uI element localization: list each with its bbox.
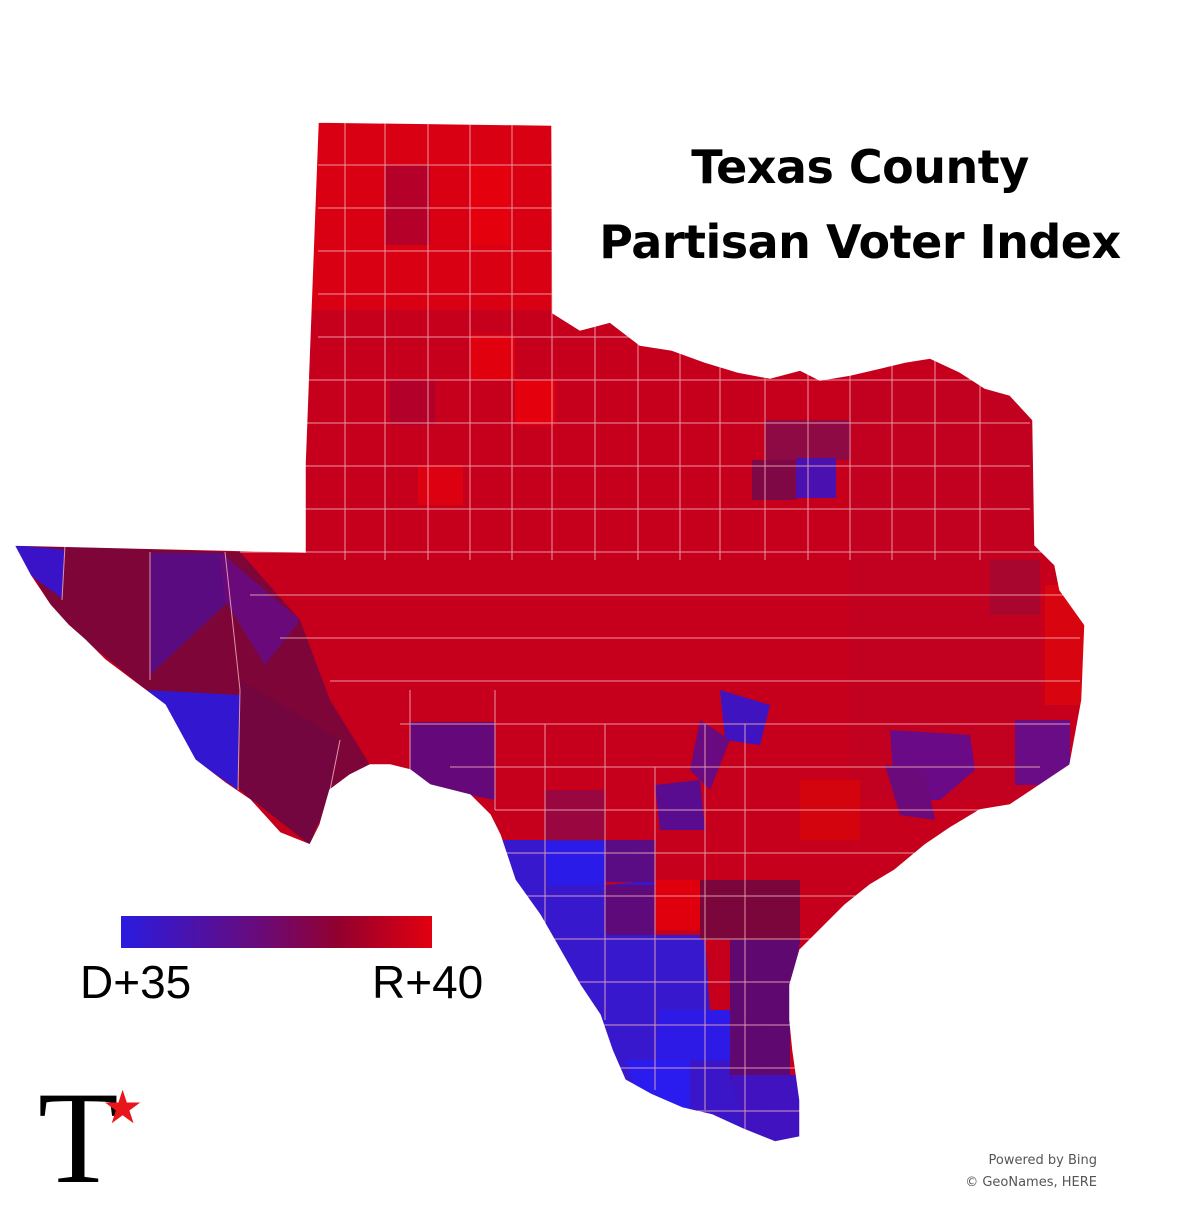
county-east-bright [1045,585,1085,705]
county-willacy [730,1075,800,1142]
county-hays [690,720,730,790]
county-mcmullen [605,885,655,935]
county-bexar [655,780,705,830]
county-panhandle-dark [385,165,430,245]
county-kinney-area [545,790,605,840]
county-hidalgo-north [655,1010,730,1060]
texas-outline [12,121,1086,1143]
credit-line-2: © GeoNames, HERE [965,1175,1097,1190]
county-hudspeth [150,553,230,675]
county-east-dark [990,560,1040,615]
county-el-paso [14,545,65,598]
county-borders [61,122,1080,1130]
county-culberson [220,552,300,665]
county-val-verde [410,722,495,800]
legend-min-label: D+35 [80,956,192,1008]
credit-line-1: Powered by Bing [988,1153,1097,1168]
map-title-line2: Partisan Voter Index [599,215,1121,269]
county-brewster [240,680,340,845]
county-nueces-area [700,880,800,940]
logo-letter: T [38,1064,119,1211]
legend-color-bar [121,916,432,948]
county-dallas [796,458,836,498]
county-webb [545,842,605,885]
star-icon: ★ [102,1080,144,1134]
county-bright-b [515,380,555,425]
county-panhandle-bright [470,165,510,245]
county-presidio [145,690,240,790]
county-fort-bend [885,765,935,820]
region-panhandle [300,122,570,310]
county-bright-c [418,465,463,505]
county-live-oak [655,880,700,930]
map-title-line1: Texas County [691,140,1029,194]
county-tarrant [752,460,797,500]
publisher-logo: T ★ [38,1072,148,1204]
county-travis [720,690,770,745]
county-bright-a [470,335,515,380]
county-la-salle [605,840,655,882]
county-jefferson [1015,720,1070,785]
county-kleberg [730,940,800,1080]
legend-max-label: R+40 [372,956,484,1008]
